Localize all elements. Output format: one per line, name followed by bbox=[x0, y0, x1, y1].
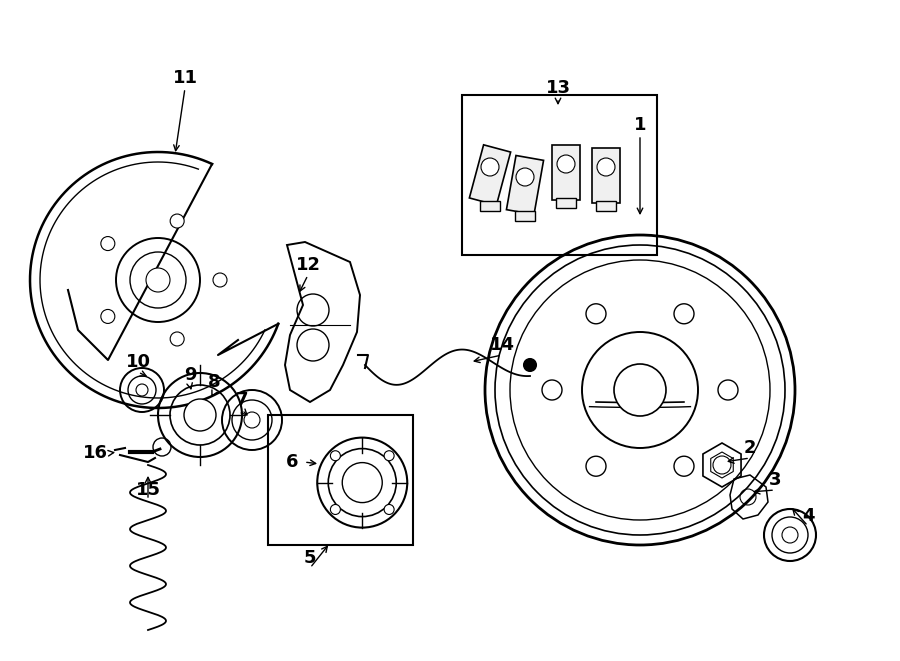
Text: 16: 16 bbox=[83, 444, 107, 462]
Text: 12: 12 bbox=[295, 256, 320, 274]
Text: 7: 7 bbox=[236, 391, 248, 409]
Text: 8: 8 bbox=[208, 373, 220, 391]
Circle shape bbox=[542, 380, 562, 400]
Bar bbox=[596, 200, 616, 210]
Text: 10: 10 bbox=[125, 353, 150, 371]
Bar bbox=[515, 210, 535, 221]
Circle shape bbox=[101, 309, 115, 323]
Bar bbox=[556, 198, 576, 208]
Circle shape bbox=[384, 504, 394, 514]
Circle shape bbox=[146, 268, 170, 292]
Circle shape bbox=[557, 155, 575, 173]
Text: 13: 13 bbox=[545, 79, 571, 97]
Bar bbox=[592, 147, 620, 202]
Text: 2: 2 bbox=[743, 439, 756, 457]
Text: 11: 11 bbox=[173, 69, 197, 87]
Circle shape bbox=[213, 273, 227, 287]
Circle shape bbox=[674, 456, 694, 476]
Circle shape bbox=[524, 359, 536, 371]
Circle shape bbox=[170, 214, 184, 228]
Circle shape bbox=[342, 463, 382, 502]
Text: 3: 3 bbox=[769, 471, 781, 489]
Circle shape bbox=[184, 399, 216, 431]
Circle shape bbox=[384, 451, 394, 461]
Text: 9: 9 bbox=[184, 366, 196, 384]
Circle shape bbox=[614, 364, 666, 416]
Circle shape bbox=[330, 451, 340, 461]
Bar bbox=[462, 95, 657, 255]
Circle shape bbox=[718, 380, 738, 400]
Circle shape bbox=[586, 304, 606, 324]
Circle shape bbox=[170, 332, 184, 346]
Text: 14: 14 bbox=[490, 336, 515, 354]
Bar bbox=[268, 415, 413, 545]
Circle shape bbox=[713, 456, 731, 474]
Circle shape bbox=[136, 384, 148, 396]
Circle shape bbox=[330, 504, 340, 514]
Circle shape bbox=[586, 456, 606, 476]
Circle shape bbox=[481, 158, 499, 176]
Circle shape bbox=[101, 237, 115, 251]
Bar bbox=[480, 200, 500, 210]
Circle shape bbox=[244, 412, 260, 428]
Bar bbox=[507, 155, 544, 215]
Bar bbox=[552, 145, 580, 200]
Circle shape bbox=[674, 304, 694, 324]
Text: 5: 5 bbox=[304, 549, 316, 567]
Text: 1: 1 bbox=[634, 116, 646, 134]
Text: 6: 6 bbox=[286, 453, 298, 471]
Circle shape bbox=[597, 158, 615, 176]
Bar bbox=[470, 145, 510, 205]
Text: 4: 4 bbox=[802, 507, 814, 525]
Circle shape bbox=[516, 168, 534, 186]
Text: 15: 15 bbox=[136, 481, 160, 499]
